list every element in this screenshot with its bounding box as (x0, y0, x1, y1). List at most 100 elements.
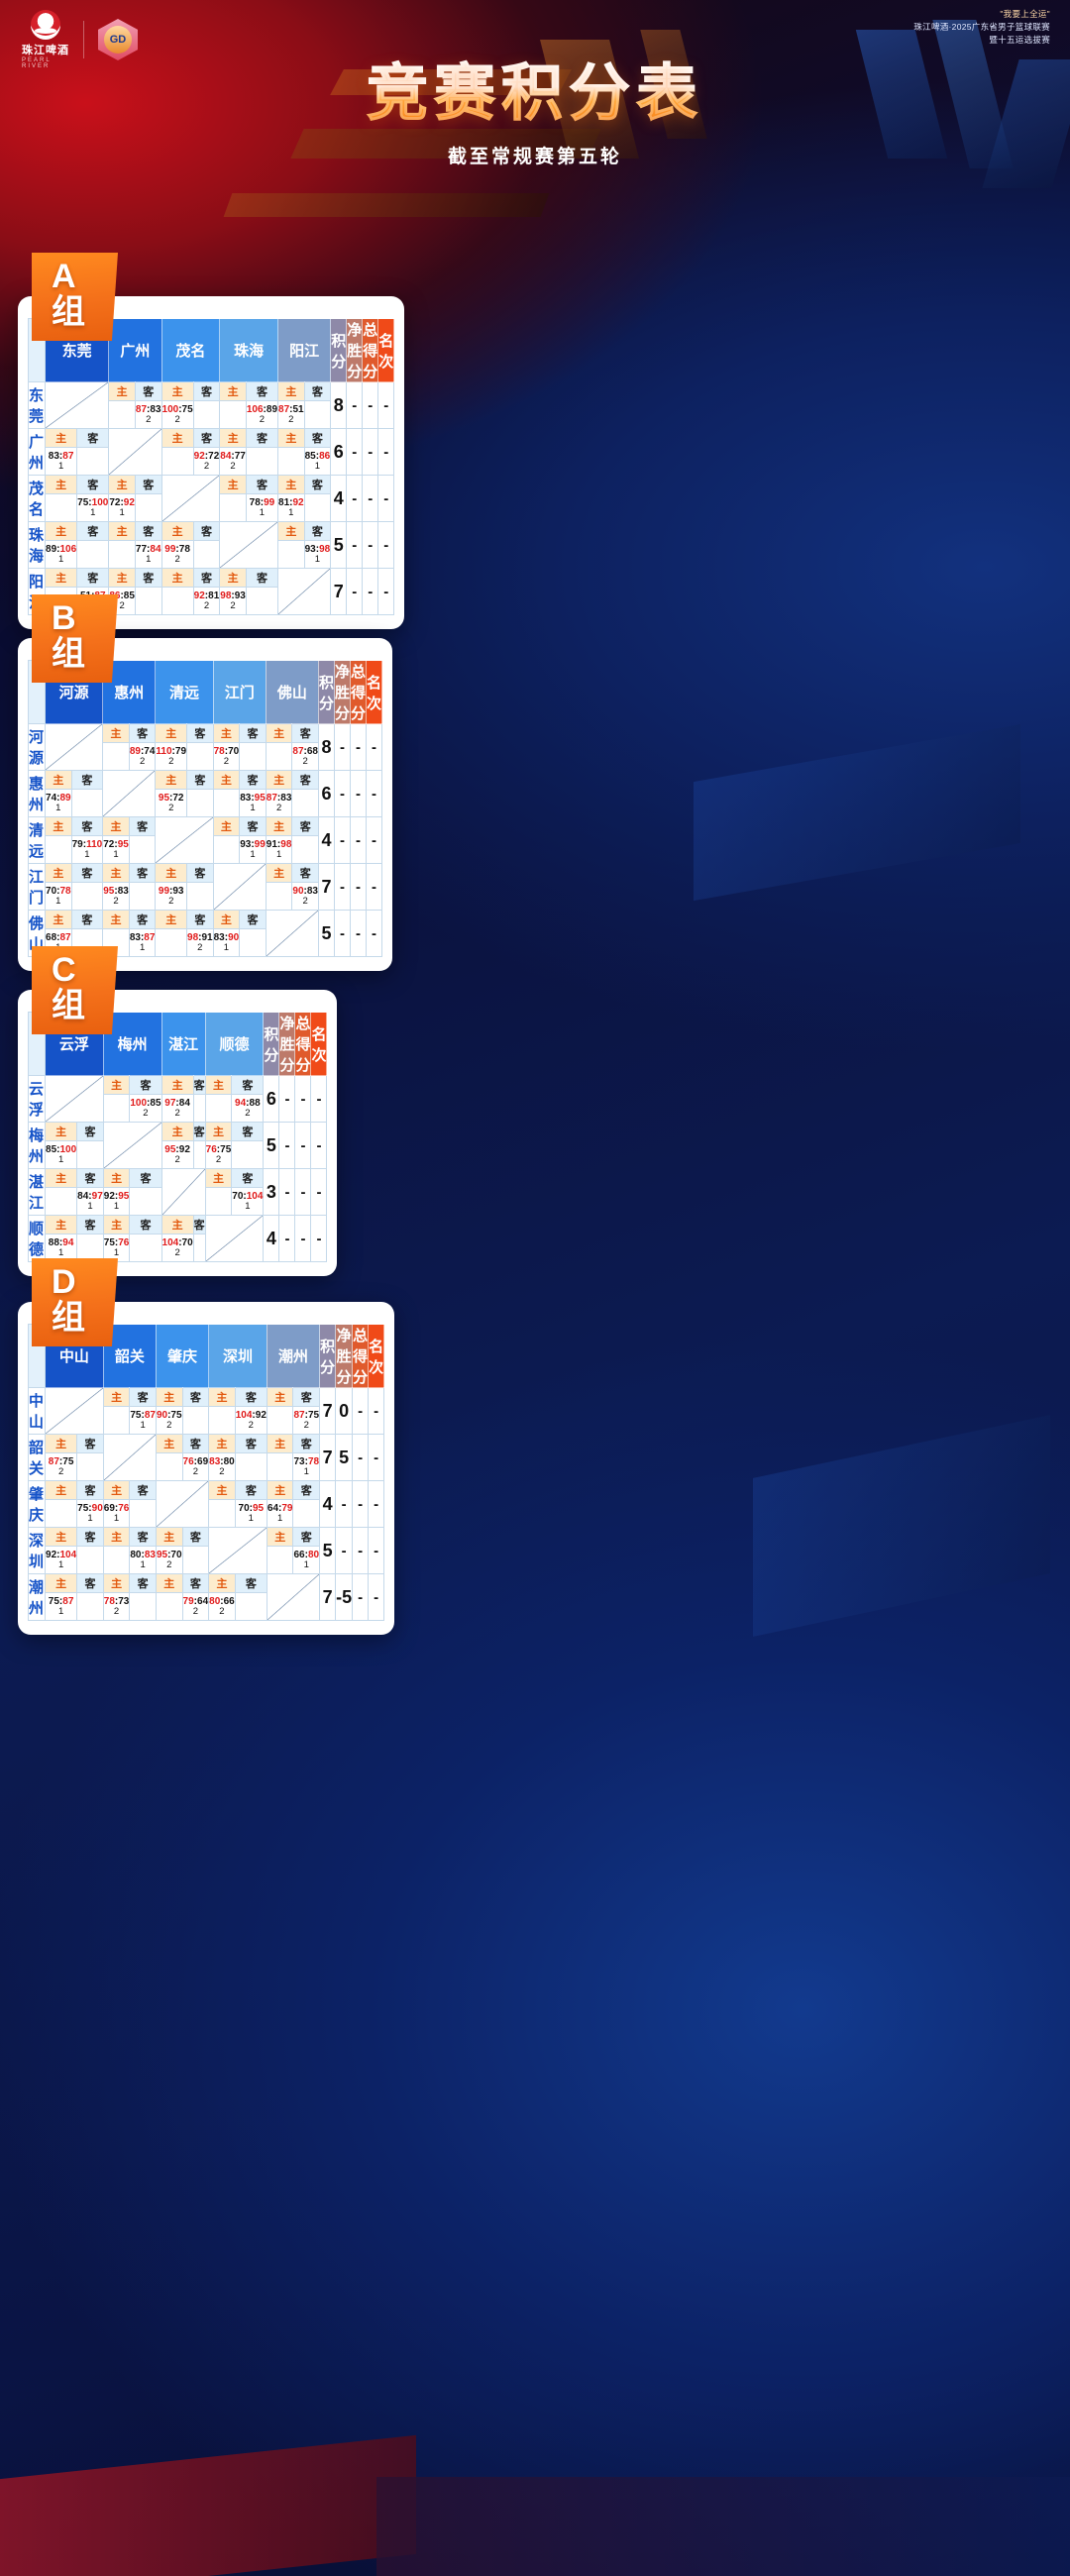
away-flag: 客 (245, 568, 279, 588)
away-flag: 客 (76, 1168, 104, 1188)
away-flag: 客 (128, 863, 157, 883)
cell-total: - (294, 1075, 312, 1123)
group-tab-C组: C组 (32, 946, 118, 1035)
away-flag: 客 (76, 475, 110, 494)
score-cell-away (76, 447, 110, 476)
self-cell (155, 1480, 210, 1528)
cell-rank: - (310, 1122, 328, 1169)
cell-rank: - (366, 816, 383, 864)
score-cell-home (102, 928, 130, 957)
home-flag: 主 (155, 863, 188, 883)
score-cell-away (181, 1406, 210, 1435)
away-flag: 客 (134, 521, 162, 541)
cell-total: - (362, 568, 379, 615)
away-flag: 客 (76, 568, 110, 588)
score-cell-away (134, 587, 162, 615)
score-cell-home: 87:75 2 (45, 1452, 78, 1481)
score-cell-away (134, 493, 162, 522)
cell-total: - (362, 475, 379, 522)
cell-points: 6 (330, 428, 348, 476)
away-flag: 客 (192, 1215, 206, 1234)
row-team-label: 东莞 (27, 381, 47, 429)
col-header-珠海: 珠海 (219, 318, 279, 382)
score-cell-home (204, 1187, 233, 1216)
col-header-rank: 名次 (310, 1012, 328, 1076)
cell-diff: - (346, 381, 364, 429)
score-cell-away (128, 882, 157, 911)
home-flag: 主 (45, 568, 78, 588)
away-flag: 客 (186, 770, 214, 790)
score-cell-home: 88:94 1 (45, 1234, 78, 1262)
cell-rank: - (368, 1387, 385, 1435)
cell-diff: - (346, 521, 364, 569)
cell-diff: - (346, 428, 364, 476)
col-header-rank: 名次 (377, 318, 395, 382)
row-team-label: 顺德 (27, 1215, 47, 1262)
away-flag: 客 (129, 1573, 157, 1593)
self-cell (212, 863, 267, 911)
score-cell-away (192, 1094, 206, 1123)
score-cell-away (291, 789, 319, 817)
home-flag: 主 (160, 521, 194, 541)
table-row-scores: 85:100 1 95:92 2 76:75 2 (29, 1140, 327, 1169)
score-cell-home: 69:76 1 (102, 1499, 131, 1528)
home-flag: 主 (208, 1387, 236, 1407)
score-cell-home: 78:73 2 (102, 1592, 131, 1621)
home-flag: 主 (212, 910, 241, 929)
col-header-韶关: 韶关 (102, 1324, 157, 1388)
away-flag: 客 (76, 1527, 104, 1547)
basketball-icon: GD (104, 26, 132, 54)
away-flag: 客 (70, 770, 104, 790)
score-cell-home (219, 493, 247, 522)
cell-diff: - (278, 1075, 296, 1123)
score-cell-home: 85:100 1 (45, 1140, 78, 1169)
score-cell-home (266, 1452, 294, 1481)
score-cell-away: 83:95 1 (239, 789, 267, 817)
away-flag: 客 (303, 381, 332, 401)
cell-rank: - (366, 910, 383, 957)
score-cell-home: 110:79 2 (155, 742, 188, 771)
home-flag: 主 (45, 428, 78, 448)
score-cell-away: 70:104 1 (231, 1187, 265, 1216)
cell-diff: - (335, 1527, 354, 1574)
col-header-广州: 广州 (108, 318, 162, 382)
score-cell-away: 79:110 1 (70, 835, 104, 864)
table-row: 惠州主客主客主客主客 6- - - (27, 770, 383, 817)
score-cell-away (245, 447, 279, 476)
cell-total: - (352, 1573, 370, 1621)
self-cell (45, 723, 104, 771)
score-cell-away: 93:98 1 (303, 540, 332, 569)
cell-diff: - (333, 770, 352, 817)
score-cell-away (76, 540, 110, 569)
home-flag: 主 (155, 910, 188, 929)
score-cell-away (192, 400, 221, 429)
home-flag: 主 (108, 381, 136, 401)
table-row: 云浮主客主客主客 6- - - (27, 1075, 328, 1123)
score-cell-home: 81:92 1 (277, 493, 305, 522)
away-flag: 客 (181, 1387, 210, 1407)
away-flag: 客 (129, 1215, 162, 1234)
score-cell-away (303, 493, 332, 522)
score-cell-away (129, 1592, 157, 1621)
score-cell-home: 92:95 1 (102, 1187, 131, 1216)
home-flag: 主 (155, 1573, 183, 1593)
home-flag: 主 (266, 1434, 294, 1453)
score-cell-away: 83:87 1 (128, 928, 157, 957)
away-flag: 客 (186, 910, 214, 929)
score-cell-home: 83:87 1 (45, 447, 78, 476)
cell-points: 5 (330, 521, 348, 569)
col-header-points: 积分 (263, 1012, 280, 1076)
table-row-scores: 89:106 1 77:84 1 99:78 2 93:98 1 (29, 540, 394, 569)
score-cell-home: 90:75 2 (155, 1406, 183, 1435)
cell-points: 5 (319, 1527, 337, 1574)
row-team-label: 珠海 (27, 521, 47, 569)
table-row-scores: 89:74 2 110:79 2 78:70 2 87:68 2 (29, 742, 382, 771)
home-flag: 主 (277, 381, 305, 401)
home-flag: 主 (160, 1215, 194, 1234)
home-flag: 主 (266, 1387, 294, 1407)
home-flag: 主 (108, 475, 136, 494)
row-team-label: 湛江 (27, 1168, 47, 1216)
away-flag: 客 (292, 1434, 321, 1453)
score-cell-home: 95:92 2 (160, 1140, 194, 1169)
away-flag: 客 (303, 428, 332, 448)
